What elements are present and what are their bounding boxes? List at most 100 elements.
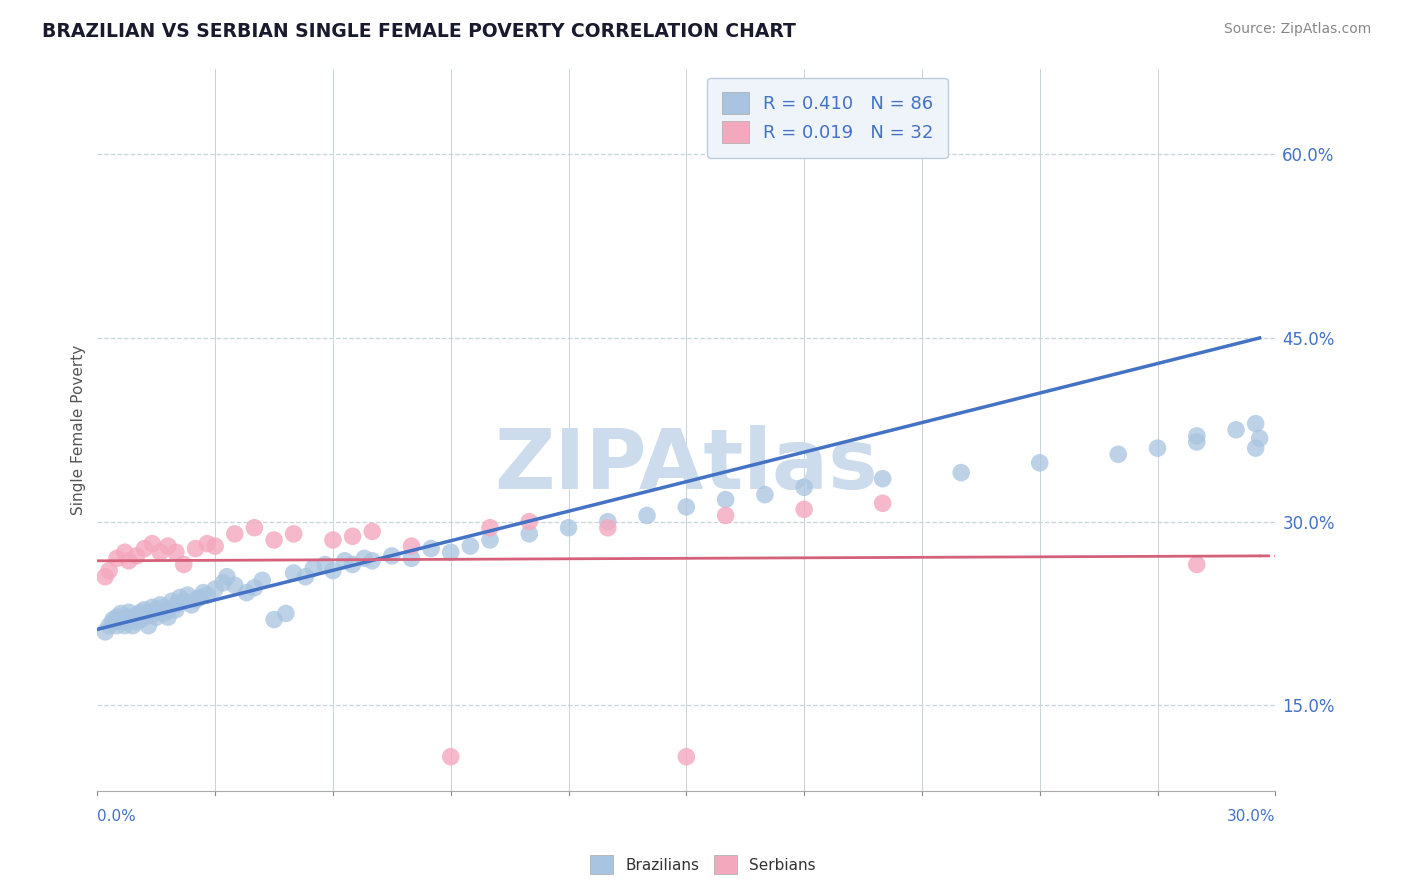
Point xyxy=(517,515,540,529)
Point xyxy=(283,566,305,580)
Point xyxy=(165,603,187,617)
Point xyxy=(184,541,207,556)
Point xyxy=(596,515,619,529)
Point xyxy=(361,554,384,568)
Point xyxy=(105,610,128,624)
Point xyxy=(322,564,344,578)
Point xyxy=(440,749,463,764)
Point xyxy=(149,545,172,559)
Point xyxy=(204,539,226,553)
Point xyxy=(215,570,238,584)
Point xyxy=(333,554,356,568)
Point xyxy=(479,533,502,547)
Point xyxy=(224,578,246,592)
Point xyxy=(195,588,218,602)
Point xyxy=(353,551,375,566)
Point xyxy=(157,603,180,617)
Point xyxy=(110,607,132,621)
Text: 30.0%: 30.0% xyxy=(1227,809,1275,824)
Point xyxy=(252,574,274,588)
Point xyxy=(274,607,297,621)
Point xyxy=(872,472,894,486)
Point xyxy=(129,605,152,619)
Point xyxy=(118,605,141,619)
Point xyxy=(193,585,215,599)
Point xyxy=(212,575,235,590)
Point xyxy=(114,615,136,629)
Point xyxy=(110,613,132,627)
Point xyxy=(596,521,619,535)
Point xyxy=(134,603,156,617)
Point xyxy=(235,585,257,599)
Point xyxy=(125,615,148,629)
Point xyxy=(224,526,246,541)
Point xyxy=(169,591,191,605)
Point xyxy=(129,613,152,627)
Point xyxy=(188,591,211,605)
Point xyxy=(153,607,176,621)
Point xyxy=(754,488,776,502)
Point xyxy=(184,593,207,607)
Point xyxy=(420,541,443,556)
Point xyxy=(1185,429,1208,443)
Point xyxy=(134,541,156,556)
Point xyxy=(134,610,156,624)
Point xyxy=(263,613,285,627)
Point xyxy=(314,558,336,572)
Point xyxy=(138,618,160,632)
Point xyxy=(173,594,195,608)
Point xyxy=(141,600,163,615)
Point xyxy=(98,564,121,578)
Point xyxy=(714,508,737,523)
Text: BRAZILIAN VS SERBIAN SINGLE FEMALE POVERTY CORRELATION CHART: BRAZILIAN VS SERBIAN SINGLE FEMALE POVER… xyxy=(42,22,796,41)
Point xyxy=(1185,558,1208,572)
Point xyxy=(401,539,423,553)
Point xyxy=(145,610,167,624)
Point xyxy=(1249,431,1271,445)
Point xyxy=(125,549,148,563)
Text: 0.0%: 0.0% xyxy=(97,809,136,824)
Point xyxy=(105,618,128,632)
Point xyxy=(118,554,141,568)
Point xyxy=(94,624,117,639)
Point xyxy=(401,551,423,566)
Point xyxy=(440,545,463,559)
Point xyxy=(381,549,404,563)
Point xyxy=(176,588,198,602)
Point xyxy=(872,496,894,510)
Legend: Brazilians, Serbians: Brazilians, Serbians xyxy=(583,849,823,880)
Point xyxy=(1244,441,1267,455)
Point xyxy=(1146,441,1168,455)
Point xyxy=(157,610,180,624)
Point xyxy=(283,526,305,541)
Text: ZIPAtlas: ZIPAtlas xyxy=(495,425,879,507)
Point xyxy=(149,605,172,619)
Point xyxy=(1244,417,1267,431)
Point xyxy=(460,539,482,553)
Point xyxy=(114,545,136,559)
Point xyxy=(153,600,176,615)
Point xyxy=(98,618,121,632)
Point xyxy=(149,598,172,612)
Point xyxy=(342,558,364,572)
Legend: R = 0.410   N = 86, R = 0.019   N = 32: R = 0.410 N = 86, R = 0.019 N = 32 xyxy=(707,78,948,158)
Point xyxy=(243,521,266,535)
Point xyxy=(793,502,815,516)
Point xyxy=(557,521,579,535)
Point xyxy=(793,480,815,494)
Point xyxy=(121,618,143,632)
Point xyxy=(294,570,316,584)
Point xyxy=(141,536,163,550)
Point xyxy=(173,558,195,572)
Point xyxy=(342,529,364,543)
Point xyxy=(263,533,285,547)
Point xyxy=(1185,435,1208,450)
Point xyxy=(675,749,697,764)
Point xyxy=(636,508,658,523)
Point xyxy=(1107,447,1129,461)
Point xyxy=(479,521,502,535)
Point xyxy=(101,615,124,629)
Point xyxy=(114,618,136,632)
Point xyxy=(118,610,141,624)
Point xyxy=(714,492,737,507)
